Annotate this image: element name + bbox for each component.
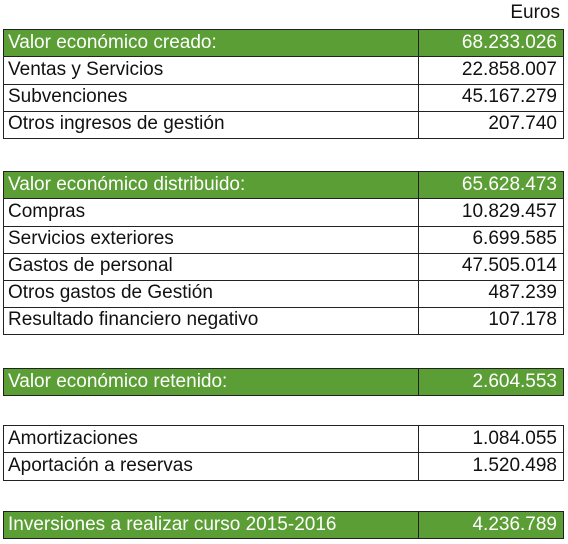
table-row: Gastos de personal 47.505.014: [3, 253, 564, 281]
table-row: Ventas y Servicios 22.858.007: [3, 57, 564, 85]
table-row: Aportación a reservas 1.520.498: [3, 453, 564, 481]
row-value: 487.239: [488, 282, 557, 303]
row-value: 207.740: [488, 113, 557, 134]
table-row: Subvenciones 45.167.279: [3, 84, 564, 112]
section-header: Valor económico retenido: 2.604.553: [3, 368, 564, 396]
row-value: 10.829.457: [461, 201, 557, 222]
row-value: 4.236.789: [472, 514, 557, 535]
row-value: 107.178: [488, 309, 557, 330]
table-row: Otros ingresos de gestión 207.740: [3, 111, 564, 139]
row-value: 1.084.055: [472, 428, 557, 449]
table-row: Resultado financiero negativo 107.178: [3, 307, 564, 335]
table-row: Amortizaciones 1.084.055: [3, 425, 564, 453]
section-header: Valor económico distribuido: 65.628.473: [3, 171, 564, 199]
row-label: Otros ingresos de gestión: [4, 111, 419, 138]
row-label: Otros gastos de Gestión: [4, 280, 419, 307]
table-row: Compras 10.829.457: [3, 199, 564, 227]
row-value: 45.167.279: [461, 86, 557, 107]
row-label: Amortizaciones: [4, 426, 419, 452]
row-label: Valor económico creado:: [4, 30, 419, 56]
row-value: 1.520.498: [472, 455, 557, 476]
row-value: 6.699.585: [472, 228, 557, 249]
row-label: Aportación a reservas: [4, 453, 419, 480]
row-label: Valor económico distribuido:: [4, 172, 419, 198]
row-label: Servicios exteriores: [4, 226, 419, 253]
table-row: Otros gastos de Gestión 487.239: [3, 280, 564, 308]
table-row: Servicios exteriores 6.699.585: [3, 226, 564, 254]
row-value: 47.505.014: [461, 255, 557, 276]
row-label: Inversiones a realizar curso 2015-2016: [4, 512, 419, 538]
row-label: Compras: [4, 199, 419, 226]
row-label: Valor económico retenido:: [4, 369, 419, 395]
row-label: Ventas y Servicios: [4, 57, 419, 84]
row-value: 2.604.553: [472, 371, 557, 392]
row-label: Subvenciones: [4, 84, 419, 111]
row-value: 22.858.007: [461, 59, 557, 80]
section-header: Valor económico creado: 68.233.026: [3, 29, 564, 57]
row-label: Gastos de personal: [4, 253, 419, 280]
section-header: Inversiones a realizar curso 2015-2016 4.…: [3, 511, 564, 539]
row-value: 65.628.473: [461, 174, 557, 195]
row-label: Resultado financiero negativo: [4, 307, 419, 334]
unit-label: Euros: [510, 2, 560, 23]
row-value: 68.233.026: [461, 32, 557, 53]
